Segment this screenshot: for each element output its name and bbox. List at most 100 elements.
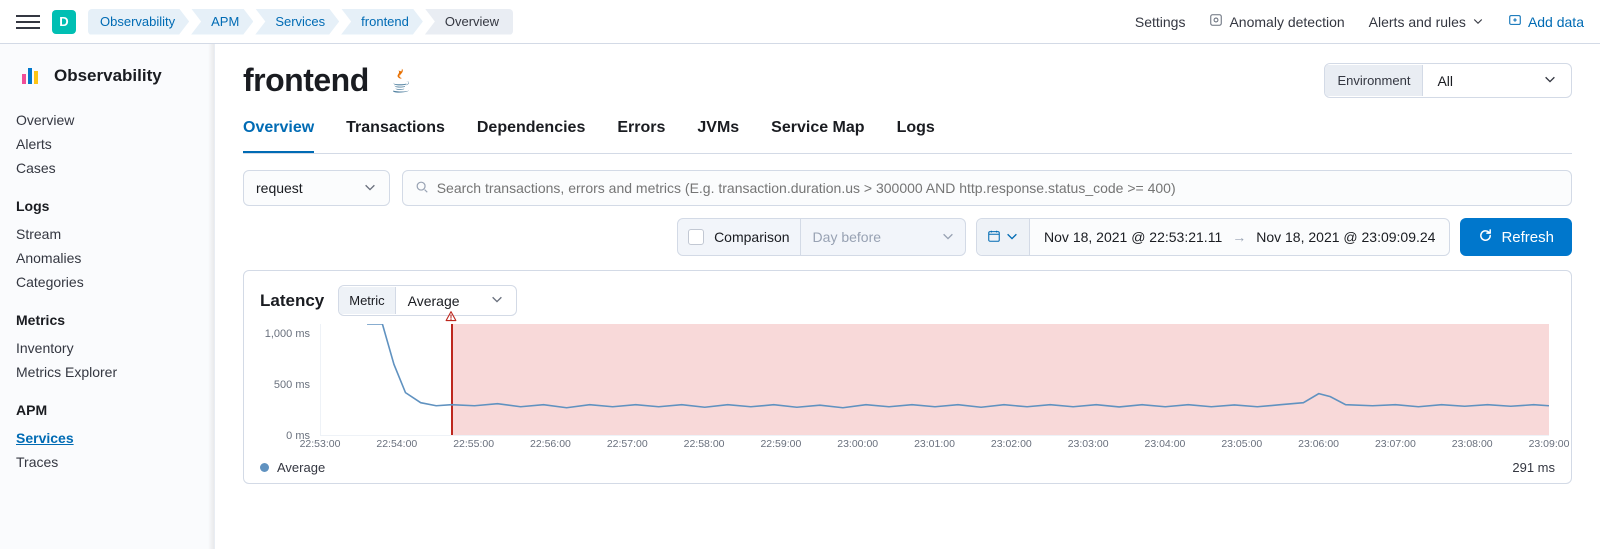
y-tick: 500 ms: [274, 379, 310, 391]
menu-toggle[interactable]: [16, 10, 40, 34]
breadcrumb-observability[interactable]: Observability: [88, 9, 189, 35]
date-to: Nov 18, 2021 @ 23:09:09.24: [1256, 229, 1435, 245]
refresh-button[interactable]: Refresh: [1460, 218, 1572, 256]
tab-jvms[interactable]: JVMs: [697, 111, 739, 153]
tab-logs[interactable]: Logs: [897, 111, 935, 153]
x-tick: 23:06:00: [1298, 438, 1339, 450]
date-from: Nov 18, 2021 @ 22:53:21.11: [1044, 229, 1222, 245]
x-tick: 22:59:00: [760, 438, 801, 450]
sidebar-item-overview[interactable]: Overview: [16, 108, 198, 132]
search-bar[interactable]: [402, 170, 1572, 206]
settings-link[interactable]: Settings: [1135, 14, 1186, 30]
comparison-control: Comparison Day before: [677, 218, 966, 256]
sidebar-group-apm: APM: [16, 402, 198, 418]
add-data-link[interactable]: Add data: [1508, 13, 1584, 30]
breadcrumb-frontend[interactable]: frontend: [341, 9, 423, 35]
comparison-period-value: Day before: [813, 229, 881, 245]
refresh-icon: [1478, 228, 1493, 247]
sidebar-title: Observability: [54, 66, 162, 86]
arrow-right-icon: →: [1232, 229, 1246, 245]
x-tick: 23:03:00: [1068, 438, 1109, 450]
sidebar-item-metrics-explorer[interactable]: Metrics Explorer: [16, 360, 198, 384]
sidebar: Observability OverviewAlertsCases Logs St…: [0, 44, 215, 549]
chevron-down-icon: [1472, 14, 1484, 30]
x-tick: 22:57:00: [607, 438, 648, 450]
sidebar-item-alerts[interactable]: Alerts: [16, 132, 198, 156]
x-tick: 23:08:00: [1452, 438, 1493, 450]
latency-chart: 0 ms500 ms1,000 ms 22:53:0022:54:0022:55…: [320, 324, 1549, 454]
x-tick: 23:00:00: [837, 438, 878, 450]
chart-plot-area[interactable]: [320, 324, 1549, 436]
breadcrumbs: ObservabilityAPMServicesfrontendOverview: [88, 9, 515, 35]
x-tick: 23:02:00: [991, 438, 1032, 450]
search-input[interactable]: [437, 180, 1559, 196]
breadcrumb-overview: Overview: [425, 9, 513, 35]
date-quick-select[interactable]: [977, 219, 1030, 255]
anomaly-detection-label: Anomaly detection: [1229, 14, 1344, 30]
environment-selector[interactable]: Environment All: [1324, 63, 1572, 98]
latency-panel: Latency Metric Average 0 ms500 ms1,000 m…: [243, 270, 1572, 484]
date-picker[interactable]: Nov 18, 2021 @ 22:53:21.11 → Nov 18, 202…: [976, 218, 1450, 256]
sidebar-item-services[interactable]: Services: [16, 426, 198, 450]
sidebar-group-logs: Logs: [16, 198, 198, 214]
add-data-label: Add data: [1528, 14, 1584, 30]
chevron-down-icon: [1005, 229, 1019, 246]
main-content: frontend Environment All: [215, 44, 1600, 549]
legend-value: 291 ms: [1512, 460, 1555, 475]
latency-title: Latency: [260, 291, 324, 311]
x-tick: 23:04:00: [1145, 438, 1186, 450]
comparison-label: Comparison: [714, 229, 789, 245]
transaction-type-value: request: [256, 180, 303, 196]
breadcrumb-services[interactable]: Services: [255, 9, 339, 35]
tab-dependencies[interactable]: Dependencies: [477, 111, 585, 153]
anomaly-detection-link[interactable]: Anomaly detection: [1209, 13, 1344, 30]
chevron-down-icon: [941, 229, 955, 246]
legend-item-average[interactable]: Average: [260, 460, 325, 475]
metric-label: Metric: [339, 287, 395, 314]
tab-overview[interactable]: Overview: [243, 111, 314, 153]
transaction-type-select[interactable]: request: [243, 170, 390, 206]
x-tick: 22:55:00: [453, 438, 494, 450]
space-avatar[interactable]: D: [52, 10, 76, 34]
tab-errors[interactable]: Errors: [617, 111, 665, 153]
x-tick: 22:53:00: [300, 438, 341, 450]
add-data-icon: [1508, 13, 1522, 30]
observability-icon: [16, 62, 44, 90]
tab-transactions[interactable]: Transactions: [346, 111, 445, 153]
environment-value: All: [1437, 73, 1453, 89]
ml-icon: [1209, 13, 1223, 30]
sidebar-item-cases[interactable]: Cases: [16, 156, 198, 180]
alerts-rules-label: Alerts and rules: [1369, 14, 1466, 30]
sidebar-item-categories[interactable]: Categories: [16, 270, 198, 294]
x-tick: 23:09:00: [1529, 438, 1570, 450]
tab-service-map[interactable]: Service Map: [771, 111, 864, 153]
x-tick: 22:56:00: [530, 438, 571, 450]
breadcrumb-apm[interactable]: APM: [191, 9, 253, 35]
sidebar-group-metrics: Metrics: [16, 312, 198, 328]
environment-label: Environment: [1325, 65, 1423, 96]
calendar-icon: [987, 229, 1001, 246]
tabs: Overview Transactions Dependencies Errors JV…: [243, 111, 1572, 154]
topbar: D ObservabilityAPMServicesfrontendOvervi…: [0, 0, 1600, 44]
comparison-checkbox[interactable]: [688, 229, 704, 245]
legend-label: Average: [277, 460, 325, 475]
alerts-rules-link[interactable]: Alerts and rules: [1369, 14, 1484, 30]
sidebar-item-inventory[interactable]: Inventory: [16, 336, 198, 360]
x-tick: 23:05:00: [1221, 438, 1262, 450]
x-tick: 22:54:00: [376, 438, 417, 450]
java-icon: [387, 67, 415, 95]
metric-value: Average: [408, 293, 460, 309]
metric-select[interactable]: Metric Average: [338, 285, 516, 316]
x-tick: 22:58:00: [684, 438, 725, 450]
comparison-period-select[interactable]: Day before: [800, 219, 955, 255]
sidebar-item-anomalies[interactable]: Anomalies: [16, 246, 198, 270]
chevron-down-icon: [1543, 72, 1557, 89]
latency-line-series: [321, 324, 1549, 435]
sidebar-item-stream[interactable]: Stream: [16, 222, 198, 246]
legend-dot-icon: [260, 463, 269, 472]
page-title: frontend: [243, 62, 369, 99]
chevron-down-icon: [363, 180, 377, 197]
chevron-down-icon: [490, 292, 504, 309]
x-tick: 23:01:00: [914, 438, 955, 450]
sidebar-item-traces[interactable]: Traces: [16, 450, 198, 474]
